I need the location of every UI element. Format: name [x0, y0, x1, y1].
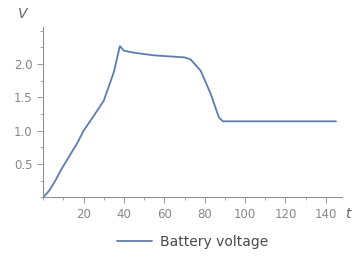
Battery voltage [41, 196, 45, 199]
Battery voltage [172, 55, 177, 58]
Y-axis label: V: V [18, 7, 27, 21]
Battery voltage [59, 168, 63, 171]
Line: Battery voltage: Battery voltage [43, 46, 336, 197]
Battery voltage [217, 116, 221, 119]
Battery voltage [198, 69, 203, 72]
Battery voltage [162, 55, 166, 58]
Battery voltage [233, 120, 237, 123]
Battery voltage [223, 120, 227, 123]
Battery voltage [142, 52, 146, 56]
Battery voltage [102, 99, 106, 102]
Battery voltage [324, 120, 328, 123]
Battery voltage [263, 120, 267, 123]
Battery voltage [283, 120, 288, 123]
Battery voltage [112, 70, 116, 74]
Battery voltage [188, 58, 193, 61]
Battery voltage [132, 51, 136, 54]
Battery voltage [208, 92, 213, 96]
Battery voltage [122, 49, 126, 52]
Battery voltage [303, 120, 308, 123]
Battery voltage [75, 141, 80, 144]
Battery voltage [53, 179, 58, 182]
X-axis label: t: t [346, 207, 351, 221]
Legend: Battery voltage: Battery voltage [111, 230, 274, 255]
Battery voltage [81, 129, 86, 132]
Battery voltage [47, 189, 51, 192]
Battery voltage [118, 44, 122, 48]
Battery voltage [243, 120, 247, 123]
Battery voltage [91, 114, 96, 118]
Battery voltage [67, 154, 72, 158]
Battery voltage [152, 54, 156, 57]
Battery voltage [221, 120, 225, 123]
Battery voltage [183, 56, 187, 59]
Battery voltage [334, 120, 338, 123]
